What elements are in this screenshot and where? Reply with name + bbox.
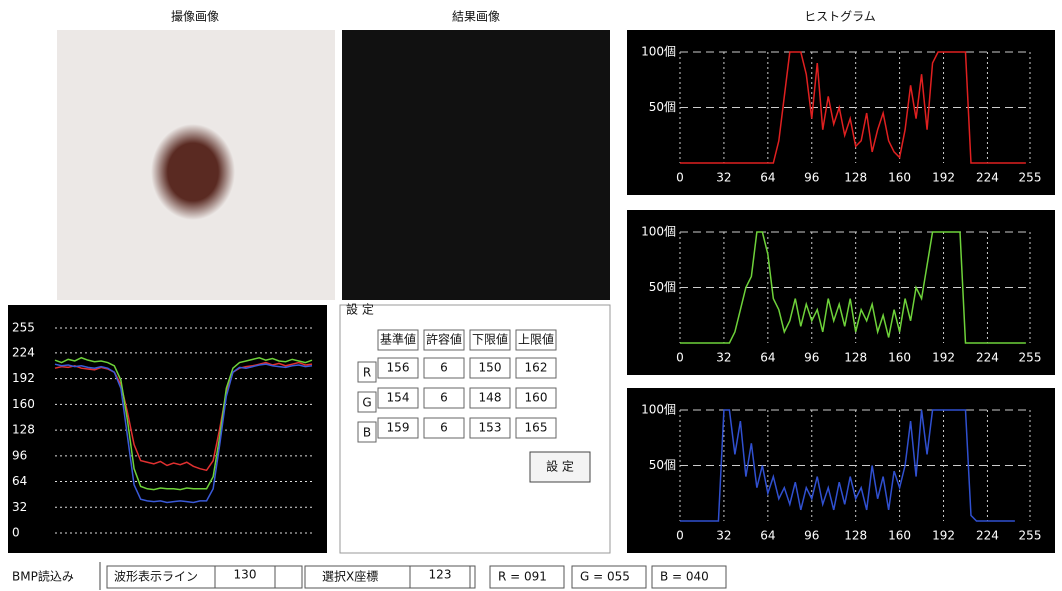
y-tick-label: 100個: [641, 225, 676, 239]
y-tick-label: 0: [12, 526, 20, 540]
y-tick-label: 96: [12, 448, 27, 462]
value-text: 153: [479, 421, 502, 435]
value-text: 148: [479, 391, 502, 405]
x-tick-label: 224: [976, 351, 999, 365]
rgb-value: B = 040: [660, 570, 709, 584]
x-tick-label: 160: [888, 171, 911, 185]
y-tick-label: 255: [12, 321, 35, 335]
x-tick-label: 96: [804, 529, 819, 543]
value-text: 156: [387, 361, 410, 375]
y-tick-label: 32: [12, 500, 27, 514]
x-tick-label: 96: [804, 351, 819, 365]
value-text: 160: [525, 391, 548, 405]
x-tick-label: 255: [1019, 529, 1042, 543]
line-value: 130: [234, 568, 257, 582]
value-text: 154: [387, 391, 410, 405]
rgb-value: G = 055: [580, 570, 630, 584]
y-tick-label: 50個: [649, 280, 676, 294]
panel-title: 結果画像: [452, 10, 500, 24]
x-tick-label: 255: [1019, 171, 1042, 185]
x-tick-label: 224: [976, 171, 999, 185]
x-value: 123: [429, 568, 452, 582]
x-tick-label: 64: [760, 351, 775, 365]
row-label: G: [362, 396, 371, 410]
x-tick-label: 192: [932, 351, 955, 365]
value-text: 6: [440, 361, 448, 375]
value-text: 150: [479, 361, 502, 375]
x-tick-label: 128: [844, 529, 867, 543]
x-tick-label: 32: [716, 351, 731, 365]
settings-title: 設 定: [346, 302, 374, 317]
result-image: [342, 30, 610, 300]
header-label: 下限値: [472, 332, 508, 347]
header-label: 上限値: [518, 332, 554, 347]
x-tick-label: 0: [676, 171, 684, 185]
x-tick-label: 224: [976, 529, 999, 543]
x-tick-label: 32: [716, 529, 731, 543]
y-tick-label: 50個: [649, 458, 676, 472]
waveform-panel: [8, 305, 327, 553]
line-label: 波形表示ライン: [114, 570, 198, 584]
x-tick-label: 0: [676, 351, 684, 365]
load-button[interactable]: BMP読込み: [12, 569, 74, 584]
value-text: 6: [440, 391, 448, 405]
value-text: 162: [525, 361, 548, 375]
app-window: 撮像画像 結果画像 ヒストグラム 0 32 64 96 128 160 192 224 255 0…: [0, 0, 1062, 591]
y-tick-label: 128: [12, 423, 35, 437]
panel-title: 撮像画像: [171, 10, 219, 24]
value-text: 165: [525, 421, 548, 435]
x-tick-label: 96: [804, 171, 819, 185]
panel-title: ヒストグラム: [804, 10, 876, 24]
x-tick-label: 160: [888, 351, 911, 365]
y-tick-label: 64: [12, 474, 27, 488]
x-tick-label: 128: [844, 171, 867, 185]
x-tick-label: 192: [932, 171, 955, 185]
x-tick-label: 255: [1019, 351, 1042, 365]
x-tick-label: 64: [760, 529, 775, 543]
header-label: 基準値: [380, 332, 416, 347]
x-tick-label: 0: [676, 529, 684, 543]
value-text: 6: [440, 421, 448, 435]
x-tick-label: 32: [716, 171, 731, 185]
x-tick-label: 160: [888, 529, 911, 543]
y-tick-label: 100個: [641, 403, 676, 417]
x-label: 選択X座標: [322, 569, 378, 584]
y-tick-label: 50個: [649, 100, 676, 114]
y-tick-label: 100個: [641, 45, 676, 59]
y-tick-label: 224: [12, 345, 35, 359]
x-tick-label: 64: [760, 171, 775, 185]
row-label: B: [363, 426, 371, 440]
x-tick-label: 192: [932, 529, 955, 543]
button-label: 設 定: [546, 459, 574, 474]
y-tick-label: 192: [12, 371, 35, 385]
header-label: 許容値: [426, 332, 462, 347]
y-tick-label: 160: [12, 397, 35, 411]
rgb-value: R = 091: [498, 570, 547, 584]
captured-object: [151, 124, 235, 220]
row-label: R: [363, 366, 371, 380]
x-tick-label: 128: [844, 351, 867, 365]
value-text: 159: [387, 421, 410, 435]
